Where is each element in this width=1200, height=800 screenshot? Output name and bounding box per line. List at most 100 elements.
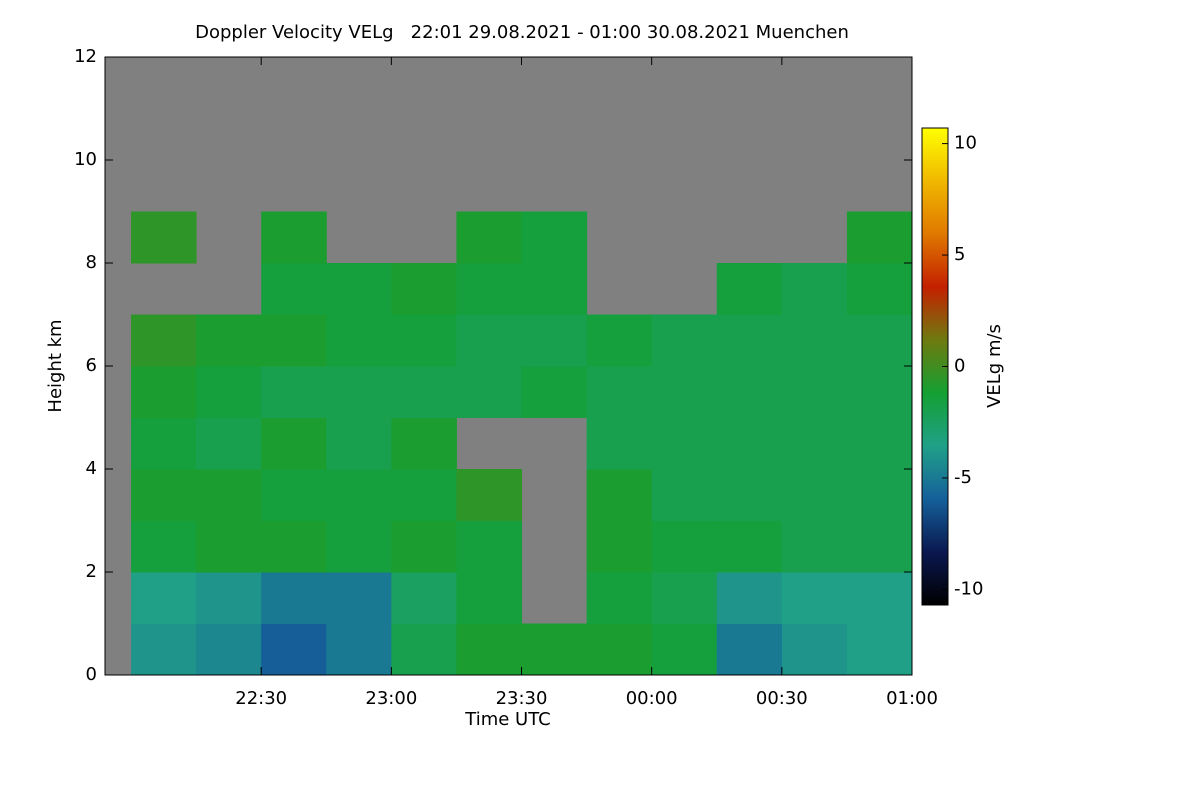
colorbar-tick-label: 5 <box>954 244 965 265</box>
heatmap-cell <box>456 314 523 367</box>
heatmap-cell <box>651 469 718 521</box>
colorbar-label: VELg m/s <box>984 324 1005 408</box>
heatmap-cell <box>391 263 457 315</box>
heatmap-cell <box>781 314 848 367</box>
y-axis-label: Height km <box>45 319 66 412</box>
heatmap-cell <box>651 572 718 624</box>
heatmap-cell <box>196 314 262 367</box>
heatmap-cell <box>651 520 718 573</box>
heatmap-cell <box>651 623 718 676</box>
heatmap-cell <box>456 211 523 264</box>
heatmap-cell <box>391 469 457 521</box>
heatmap-cell <box>196 469 262 521</box>
heatmap-cell <box>846 314 913 367</box>
heatmap-cell <box>456 623 523 676</box>
heatmap-cell <box>326 572 392 624</box>
heatmap-cell <box>131 417 197 470</box>
heatmap-cell <box>196 623 262 676</box>
chart-title: Doppler Velocity VELg 22:01 29.08.2021 -… <box>195 22 849 43</box>
heatmap-cell <box>326 366 392 418</box>
heatmap-cell <box>326 520 392 573</box>
heatmap-cell <box>586 469 653 521</box>
heatmap-cell <box>846 572 913 624</box>
heatmap-cell <box>261 623 327 676</box>
y-tick-label: 12 <box>74 46 97 67</box>
heatmap-cell <box>716 623 783 676</box>
heatmap-cell <box>716 366 783 418</box>
heatmap-cell <box>846 211 913 264</box>
heatmap-cell <box>326 417 392 470</box>
heatmap-cell <box>456 263 523 315</box>
heatmap-cell <box>586 417 653 470</box>
heatmap-cell <box>391 314 457 367</box>
heatmap-cell <box>716 417 783 470</box>
heatmap-cell <box>521 366 588 418</box>
heatmap-cell <box>131 366 197 418</box>
heatmap-cell <box>131 520 197 573</box>
heatmap-cell <box>326 469 392 521</box>
heatmap-cell <box>131 314 197 367</box>
y-tick-label: 4 <box>86 458 97 479</box>
heatmap-cell <box>586 623 653 676</box>
heatmap-cell <box>521 314 588 367</box>
heatmap-cell <box>846 417 913 470</box>
heatmap-cell <box>131 469 197 521</box>
x-tick-label: 23:00 <box>365 688 417 709</box>
y-tick-label: 0 <box>86 664 97 685</box>
y-tick-label: 8 <box>86 252 97 273</box>
y-tick-label: 6 <box>86 355 97 376</box>
heatmap-cell <box>261 211 327 264</box>
heatmap-cell <box>196 572 262 624</box>
heatmap-cell <box>521 263 588 315</box>
heatmap-cell <box>261 572 327 624</box>
heatmap-cell <box>261 417 327 470</box>
heatmap-cell <box>781 623 848 676</box>
x-tick-label: 23:30 <box>496 688 548 709</box>
heatmap-cell <box>456 366 523 418</box>
y-tick-label: 2 <box>86 561 97 582</box>
x-tick-label: 00:00 <box>626 688 678 709</box>
heatmap-cell <box>651 314 718 367</box>
heatmap-cell <box>196 366 262 418</box>
colorbar-tick-label: 10 <box>954 133 977 154</box>
heatmap-cell <box>326 263 392 315</box>
colorbar-tick-label: -5 <box>954 467 972 488</box>
heatmap-cell <box>261 314 327 367</box>
x-tick-label: 00:30 <box>756 688 808 709</box>
heatmap-cell <box>781 417 848 470</box>
heatmap-cell <box>586 366 653 418</box>
heatmap-cell <box>716 314 783 367</box>
heatmap-cell <box>521 211 588 264</box>
heatmap-cell <box>261 469 327 521</box>
heatmap-cell <box>391 623 457 676</box>
heatmap-cell <box>391 366 457 418</box>
heatmap-cell <box>326 314 392 367</box>
heatmap-cell <box>586 314 653 367</box>
heatmap-cell <box>781 520 848 573</box>
heatmap-cell <box>261 263 327 315</box>
heatmap-cell <box>781 572 848 624</box>
heatmap-cell <box>716 572 783 624</box>
heatmap-cell <box>196 520 262 573</box>
heatmap-cell <box>456 572 523 624</box>
heatmap-cell <box>846 469 913 521</box>
heatmap-cell <box>261 366 327 418</box>
heatmap-cell <box>196 417 262 470</box>
heatmap-cell <box>131 211 197 264</box>
colorbar-tick-label: -10 <box>954 578 983 599</box>
heatmap-cell <box>846 623 913 676</box>
heatmap-cell <box>716 469 783 521</box>
y-tick-label: 10 <box>74 149 97 170</box>
heatmap-cell <box>781 263 848 315</box>
colorbar-tick-label: 0 <box>954 356 965 377</box>
heatmap-cell <box>456 469 523 521</box>
heatmap-cell <box>261 520 327 573</box>
x-axis-label: Time UTC <box>464 709 550 730</box>
heatmap-cell <box>651 366 718 418</box>
heatmap-cell <box>391 417 457 470</box>
heatmap-cell <box>456 520 523 573</box>
heatmap-cell <box>131 572 197 624</box>
heatmap-cell <box>586 572 653 624</box>
heatmap-cell <box>716 520 783 573</box>
